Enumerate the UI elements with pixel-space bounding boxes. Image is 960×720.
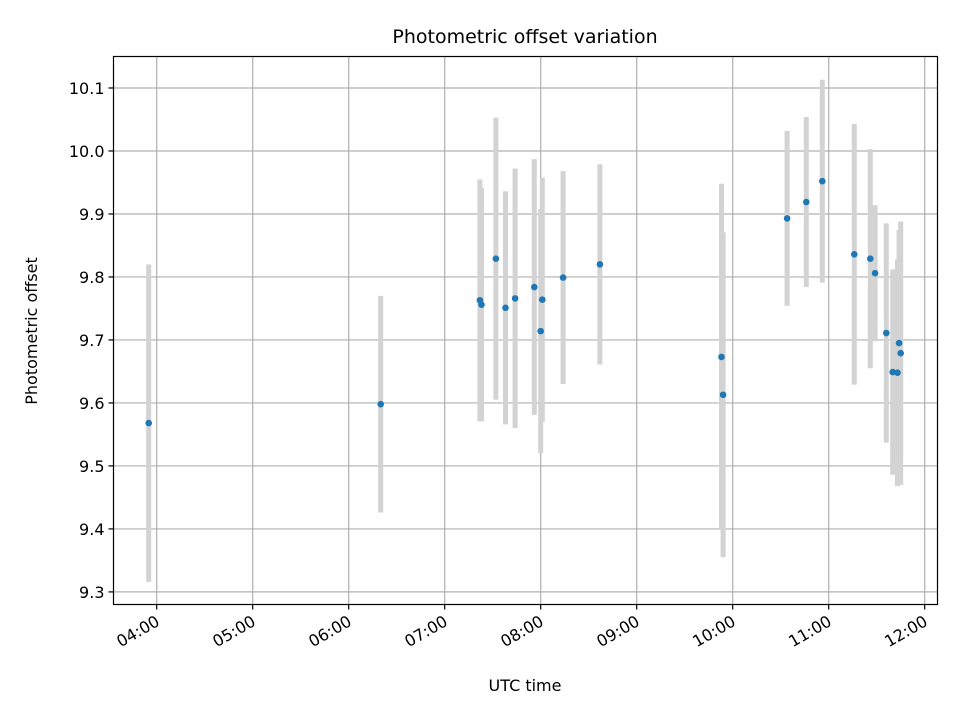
data-point — [531, 283, 538, 291]
plot-area-frame — [112, 55, 939, 606]
data-point — [596, 261, 604, 268]
data-point — [883, 329, 890, 337]
data-point — [478, 301, 485, 308]
data-point — [871, 269, 879, 277]
data-point — [502, 304, 509, 312]
chart-title: Photometric offset variation — [392, 26, 657, 48]
y-tick-label: 9.3 — [79, 583, 104, 602]
y-tick-label: 9.4 — [79, 520, 104, 539]
data-point — [718, 353, 725, 361]
data-point — [559, 274, 567, 281]
data-point — [895, 339, 903, 347]
data-point — [889, 368, 896, 376]
y-axis-label: Photometric offset — [22, 257, 41, 405]
data-point — [803, 198, 810, 206]
data-point — [867, 255, 874, 262]
data-point — [783, 215, 791, 222]
y-tick-label: 9.9 — [79, 205, 104, 224]
data-points — [145, 177, 904, 427]
y-axis-ticks: 9.3 9.4 9.5 9.6 9.7 9.8 9.9 10.0 10.1 — [69, 79, 114, 602]
data-point — [539, 296, 546, 303]
data-point — [719, 391, 727, 399]
y-tick-label: 10.0 — [69, 142, 105, 161]
data-point — [819, 177, 826, 185]
y-tick-label: 10.1 — [69, 79, 105, 98]
data-point — [511, 295, 519, 302]
data-point — [377, 400, 385, 408]
data-point — [851, 250, 858, 258]
y-tick-label: 9.8 — [79, 268, 104, 287]
y-tick-label: 9.7 — [79, 331, 104, 350]
x-axis-label: UTC time — [489, 676, 562, 695]
data-point — [492, 255, 500, 262]
y-tick-label: 9.6 — [79, 394, 104, 413]
y-tick-label: 9.5 — [79, 457, 104, 476]
data-point — [537, 327, 544, 335]
data-point — [894, 369, 901, 377]
grid-lines — [113, 56, 938, 605]
data-point — [897, 349, 904, 357]
data-point — [145, 419, 152, 427]
